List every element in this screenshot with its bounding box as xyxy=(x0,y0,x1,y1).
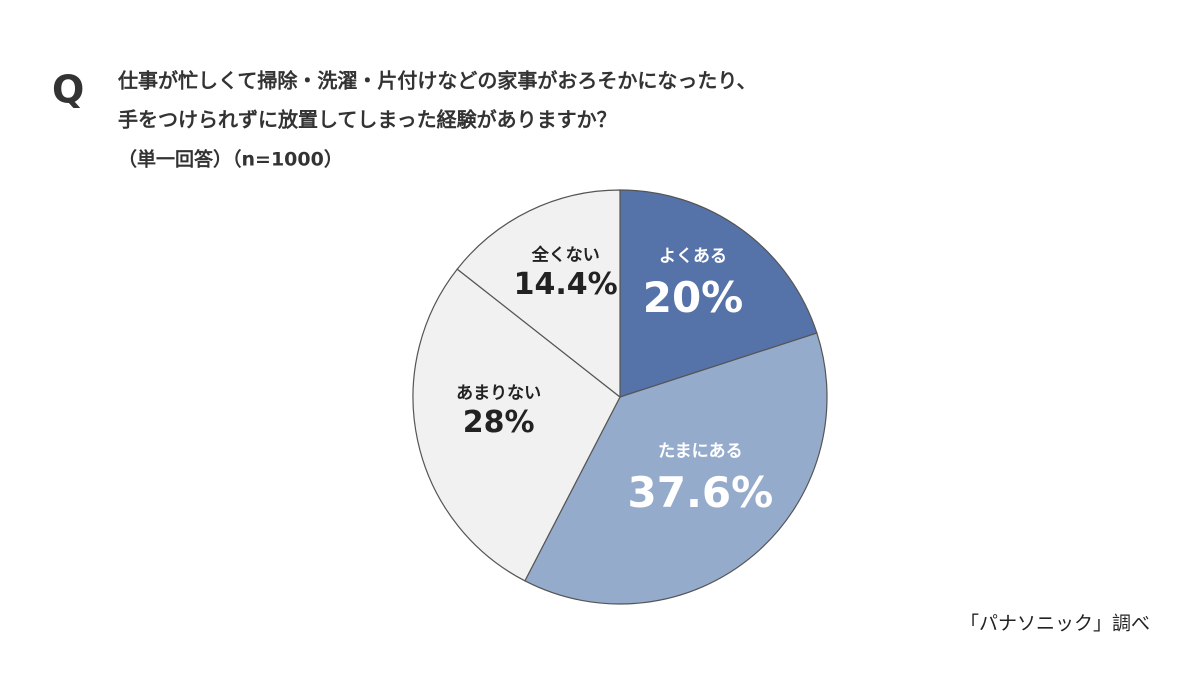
slice-label: あまりない xyxy=(456,383,541,403)
chart-title: 手をつけられずに放置してしまった経験がありますか？ xyxy=(118,108,617,132)
question-mark: Q xyxy=(52,68,84,112)
chart-subtitle: （単一回答）（n=1000） xyxy=(118,148,343,171)
pie-slice xyxy=(456,189,621,399)
value-label: 14.4% xyxy=(514,267,618,302)
slice-label: たまにある xyxy=(658,442,743,462)
slice-label: 全くない xyxy=(531,244,600,265)
pie-slice xyxy=(524,332,828,605)
chart-title: 仕事が忙しくて掃除・洗濯・片付けなどの家事がおろそかになったり、 xyxy=(117,69,757,93)
source: 「パナソニック」調べ xyxy=(960,613,1150,635)
pie-slice xyxy=(619,189,818,398)
value-label: 37.6% xyxy=(628,468,774,517)
pie-slice xyxy=(412,268,621,582)
slice-label: よくある xyxy=(659,247,727,267)
value-label: 28% xyxy=(463,405,535,440)
value-label: 20% xyxy=(643,273,744,322)
